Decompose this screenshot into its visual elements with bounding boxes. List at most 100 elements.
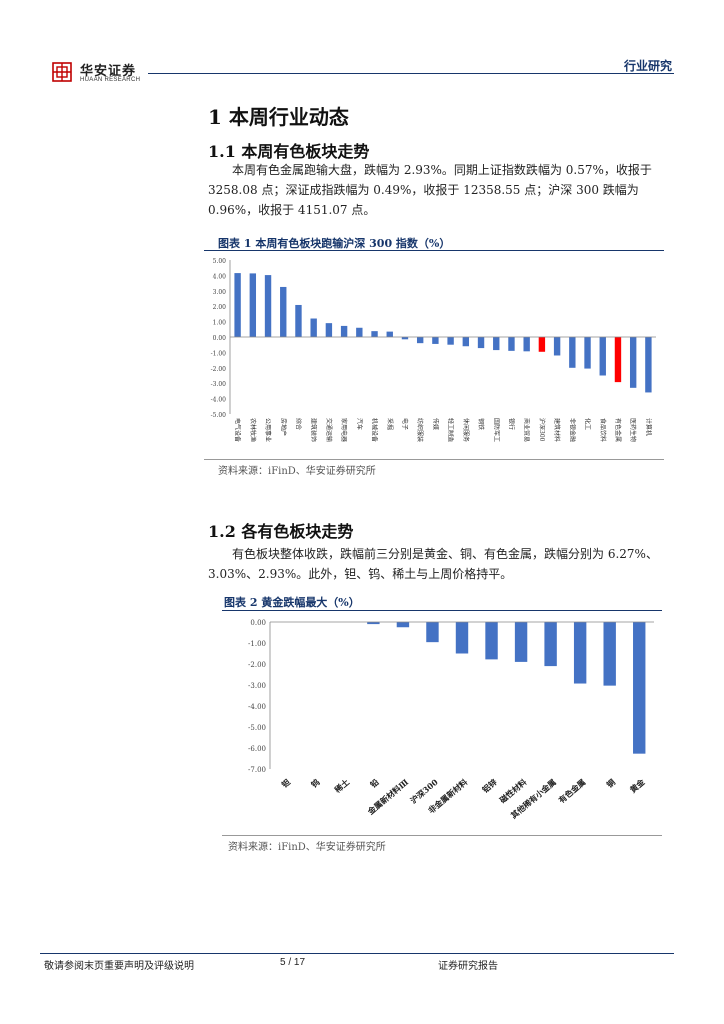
bar <box>396 622 410 628</box>
bar <box>340 325 348 337</box>
x-tick-label: 轻工制造 <box>447 418 455 442</box>
y-tick-label: 3.00 <box>213 289 227 296</box>
bar <box>569 337 576 368</box>
footer-disclaimer: 敬请参阅末页重要声明及评级说明 <box>44 961 194 972</box>
bar <box>584 337 591 369</box>
bar <box>325 323 333 337</box>
bar <box>645 337 652 393</box>
bar <box>614 337 622 383</box>
bar <box>432 337 439 344</box>
x-tick-label: 农林牧渔 <box>249 418 257 442</box>
bar <box>508 337 515 351</box>
x-tick-label: 传媒 <box>431 418 439 430</box>
y-tick-label: -4.00 <box>248 703 266 711</box>
x-tick-label: 化工 <box>584 418 592 430</box>
x-tick-label: 建筑材料 <box>553 418 561 442</box>
paragraph-1: 本周有色金属跑输大盘，跌幅为 2.93%。同期上证指数跌幅为 0.57%，收报于… <box>208 163 652 217</box>
figure1-title: 图表 1 本周有色板块跑输沪深 300 指数（%） <box>218 237 451 250</box>
footer-report-label: 证券研究报告 <box>438 961 498 972</box>
bar <box>603 622 616 686</box>
bar <box>280 286 287 337</box>
y-tick-label: 0.00 <box>213 335 227 342</box>
x-tick-label: 商业贸易 <box>523 418 531 442</box>
y-tick-label: -2.00 <box>248 661 266 669</box>
x-tick-label: 有色金属 <box>556 777 587 805</box>
subsection-title-1: 1.1 本周有色板块走势 <box>208 142 370 161</box>
x-tick-label: 电子 <box>401 418 409 430</box>
x-tick-label: 计算机 <box>644 418 652 436</box>
x-tick-label: 铜 <box>604 777 617 790</box>
y-tick-label: -3.00 <box>211 381 227 388</box>
y-tick-label: -5.00 <box>211 412 227 419</box>
x-tick-label: 稀土 <box>332 777 351 795</box>
bar <box>485 622 498 660</box>
bar <box>386 331 393 337</box>
figure2-chart: 0.00 -1.00 -2.00 -3.00 -4.00 -5.00 -6.00 -7.00 钽… <box>248 619 654 821</box>
figure1-chart: 5.00 4.00 3.00 2.00 1.00 0.00 -1.00 -2.00 -3.00 -… <box>211 258 656 442</box>
bar <box>234 273 241 337</box>
x-tick-label: 有色金属 <box>614 418 622 442</box>
bar <box>629 337 637 388</box>
y-tick-label: 1.00 <box>213 320 227 327</box>
x-tick-label: 非银金融 <box>568 418 576 442</box>
footer-divider <box>40 953 674 954</box>
bar <box>573 622 587 684</box>
bar <box>264 275 272 337</box>
x-tick-label: 国防军工 <box>492 418 500 442</box>
x-tick-label: 铅 <box>367 777 380 790</box>
x-tick-label: 家用电器 <box>340 418 348 442</box>
x-tick-label: 食品饮料 <box>599 418 607 442</box>
figure1-bottom-rule <box>204 459 664 460</box>
report-type: 行业研究 <box>623 59 672 73</box>
figure1-top-rule <box>204 250 664 251</box>
figure2-bottom-rule <box>222 835 662 836</box>
paragraph-2: 有色板块整体收跌，跌幅前三分别是黄金、铜、有色金属，跌幅分别为 6.27%、3.… <box>208 547 658 581</box>
x-tick-label: 铝锌 <box>480 777 499 795</box>
bar <box>514 622 528 662</box>
company-name: 华安证券 <box>80 64 137 79</box>
y-tick-label: -7.00 <box>248 766 266 774</box>
bar <box>544 622 557 667</box>
y-tick-label: 5.00 <box>213 258 227 265</box>
bar <box>401 337 409 340</box>
y-tick-label: -1.00 <box>248 640 266 648</box>
x-tick-label: 钨 <box>309 777 322 790</box>
x-tick-label: 沪深300 <box>538 418 546 442</box>
x-tick-label: 银行 <box>507 418 515 430</box>
bar <box>416 337 424 344</box>
y-tick-label: -1.00 <box>211 350 227 357</box>
x-tick-label: 采掘 <box>386 418 394 430</box>
x-tick-label: 公用事业 <box>264 418 272 442</box>
bar <box>455 622 469 654</box>
x-tick-label: 黄金 <box>628 776 647 795</box>
bar <box>426 622 439 643</box>
company-logo-icon <box>52 62 72 82</box>
x-tick-label: 钽 <box>279 777 292 790</box>
y-tick-label: -4.00 <box>211 397 227 404</box>
page-number: 5 / 17 <box>280 957 306 968</box>
bar <box>599 337 606 376</box>
bar <box>462 337 470 347</box>
figure2-title: 图表 2 黄金跌幅最大（%） <box>224 596 360 609</box>
figure1-source: 资料来源：iFinD、华安证券研究所 <box>218 466 376 477</box>
section-title: 1 本周行业动态 <box>208 105 349 129</box>
figure2-source: 资料来源：iFinD、华安证券研究所 <box>228 842 386 853</box>
x-tick-label: 钢铁 <box>477 418 485 430</box>
x-tick-label: 综合 <box>294 418 302 430</box>
figure2-top-rule <box>222 610 662 611</box>
bar <box>249 273 257 337</box>
x-tick-label: 电气设备 <box>234 418 242 442</box>
bar <box>371 331 378 337</box>
subsection-title-2: 1.2 各有色板块走势 <box>208 522 354 541</box>
company-name-en: HUAAN RESEARCH <box>80 77 141 83</box>
y-tick-label: 2.00 <box>213 304 227 311</box>
y-tick-label: -6.00 <box>248 745 266 753</box>
x-tick-label: 纺织服装 <box>416 418 424 442</box>
bar <box>447 337 454 345</box>
y-tick-label: 0.00 <box>250 619 266 627</box>
y-tick-label: -3.00 <box>248 682 266 690</box>
x-tick-label: 机械设备 <box>371 418 379 442</box>
x-tick-label: 汽车 <box>355 418 363 430</box>
bar <box>310 318 317 337</box>
x-tick-label: 建筑装饰 <box>310 418 318 442</box>
